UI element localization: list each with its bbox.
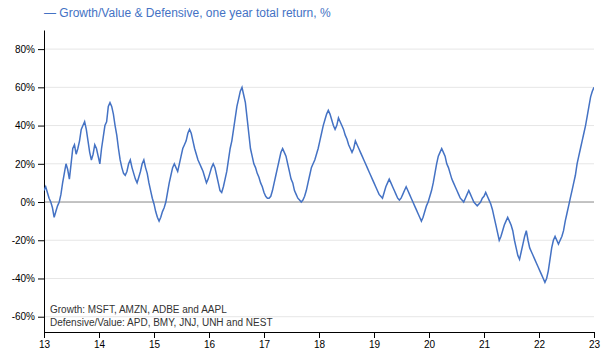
y-tick-mark	[38, 49, 44, 50]
x-tick-mark	[264, 332, 265, 338]
y-tick: 80%	[15, 44, 44, 55]
annotation: Defensive/Value: APD, BMY, JNJ, UNH and …	[50, 317, 273, 328]
x-tick-mark	[44, 332, 45, 338]
x-tick: 18	[314, 332, 326, 350]
x-tick: 21	[479, 332, 491, 350]
x-tick-label: 16	[204, 339, 216, 350]
y-tick-label: 40%	[15, 120, 35, 131]
zero-line	[44, 202, 594, 203]
y-tick-mark	[38, 126, 44, 127]
x-tick: 13	[39, 332, 51, 350]
x-tick-label: 23	[589, 339, 601, 350]
x-tick-label: 13	[39, 339, 51, 350]
x-tick: 17	[259, 332, 271, 350]
x-tick-mark	[429, 332, 430, 338]
y-tick-mark	[38, 202, 44, 203]
y-tick-label: 0%	[21, 197, 36, 208]
annotation: Growth: MSFT, AMZN, ADBE and AAPL	[50, 304, 227, 315]
y-tick: 40%	[15, 120, 44, 131]
y-tick-mark	[38, 87, 44, 88]
chart-container: 13 14 15 16 17 18 19 20 21 22 23 -60% -40% -20% 0% 20% 4…	[0, 0, 612, 358]
plot-area	[44, 87, 594, 282]
y-tick-label: 20%	[15, 158, 35, 169]
x-axis: 13 14 15 16 17 18 19 20 21 22 23	[39, 332, 601, 350]
grid-line	[44, 163, 594, 164]
y-axis: -60% -40% -20% 0% 20% 40% 60% 80%	[12, 31, 45, 333]
y-tick: -60%	[12, 311, 44, 322]
y-tick: 20%	[15, 158, 44, 169]
x-tick-mark	[539, 332, 540, 338]
x-tick-mark	[594, 332, 595, 338]
grid-line	[44, 125, 594, 126]
x-tick-label: 15	[149, 339, 161, 350]
y-tick-mark	[38, 164, 44, 165]
y-tick: -20%	[12, 235, 44, 246]
y-tick: -40%	[12, 273, 44, 284]
x-tick-label: 20	[424, 339, 436, 350]
y-tick: 0%	[21, 197, 44, 208]
x-tick-label: 17	[259, 339, 271, 350]
chart: 13 14 15 16 17 18 19 20 21 22 23 -60% -40% -20% 0% 20% 4…	[0, 0, 612, 358]
y-tick-mark	[38, 317, 44, 318]
y-tick: 60%	[15, 82, 44, 93]
grid	[44, 49, 594, 317]
x-tick-label: 19	[369, 339, 381, 350]
x-tick-mark	[374, 332, 375, 338]
x-tick-mark	[319, 332, 320, 338]
y-tick-mark	[38, 240, 44, 241]
y-tick-label: 60%	[15, 82, 35, 93]
y-tick-mark	[38, 278, 44, 279]
grid-line	[44, 87, 594, 88]
grid-line	[44, 278, 594, 279]
x-tick: 16	[204, 332, 216, 350]
x-tick-mark	[154, 332, 155, 338]
x-tick: 15	[149, 332, 161, 350]
x-tick-label: 14	[94, 339, 106, 350]
grid-line	[44, 49, 594, 50]
title: — Growth/Value & Defensive, one year tot…	[44, 6, 331, 20]
x-tick: 20	[424, 332, 436, 350]
x-tick: 22	[534, 332, 546, 350]
data-line	[44, 87, 594, 282]
x-tick-mark	[209, 332, 210, 338]
x-tick-label: 18	[314, 339, 326, 350]
x-tick-label: 21	[479, 339, 491, 350]
x-tick-mark	[484, 332, 485, 338]
y-tick-label: -20%	[12, 235, 35, 246]
y-tick-label: -60%	[12, 311, 35, 322]
x-tick: 19	[369, 332, 381, 350]
x-tick-mark	[99, 332, 100, 338]
y-tick-label: -40%	[12, 273, 35, 284]
x-tick: 14	[94, 332, 106, 350]
y-axis-line	[44, 31, 45, 333]
y-tick-label: 80%	[15, 44, 35, 55]
x-tick-label: 22	[534, 339, 546, 350]
x-tick: 23	[589, 332, 601, 350]
grid-line	[44, 240, 594, 241]
